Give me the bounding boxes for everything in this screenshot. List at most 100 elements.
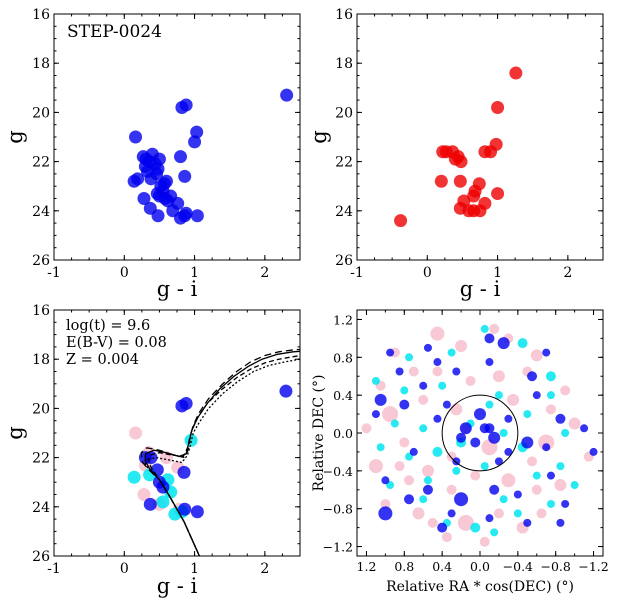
axis-ticks: 1.2 0.8 0.4 0.0 −0.4 −0.8 −1.2 1.2 0.8 0.4 0.0 −0.4… [323,310,609,574]
cyan-point [546,499,555,508]
pink-point [408,366,419,377]
blue-point [459,422,472,435]
pink-point [399,437,410,448]
y-tick-label: 24 [32,204,50,220]
y-tick-label: 16 [335,7,353,23]
isochrone-curves [140,348,300,556]
pink-point [501,473,516,488]
pink-point [479,536,490,547]
field-point [453,174,467,188]
y-tick-label: 26 [32,253,50,269]
pink-point [380,498,391,509]
x-tick-label: -1 [47,561,61,577]
x-tick-label: -1 [47,265,61,281]
cyan-point [376,443,385,452]
blue-point [404,494,415,505]
axis-ticks: -1 0 1 2 16 18 20 22 24 26 [335,7,604,281]
panel-cmd-field: -1 0 1 2 16 18 20 22 24 26 g - i g [307,7,604,301]
blue-point [513,490,522,499]
blue-point [442,400,451,409]
x-axis-label: g - i [460,277,501,301]
x-tick-label: 0.8 [394,559,414,574]
pink-point [465,375,476,386]
pink-point [404,475,415,486]
x-axis-label: Relative RA * cos(DEC) (°) [386,579,574,595]
cyan-point [480,324,489,333]
pink-point [527,456,538,467]
pink-point [427,517,438,528]
y-tick-label: 24 [335,204,353,220]
pink-point [568,417,581,430]
blue-point [474,408,486,421]
field-point [454,155,468,169]
blue-point [497,337,510,350]
y-axis-label: g [307,130,331,143]
blue-point [542,443,551,452]
blue-point [561,499,570,508]
y-tick-label: −0.8 [323,502,353,517]
pink-point [530,349,543,362]
pink-point [129,426,143,440]
cyan-point [513,509,522,518]
members-point [179,98,193,112]
blue-point [179,396,193,410]
chart-title: STEP-0024 [67,22,162,42]
x-tick-label: 2 [260,561,269,577]
x-tick-label: 2 [260,265,269,281]
blue-point [422,484,433,495]
blue-point [485,358,494,367]
y-axis-label: g [3,130,27,143]
field-point [478,196,492,210]
x-axis-label: g - i [157,574,198,598]
cyan-point [570,481,579,490]
pink-point [441,532,452,543]
pink-point [531,484,542,495]
pink-point [536,508,547,519]
blue-point [279,384,293,398]
blue-point [381,476,390,485]
cyan-point [419,424,428,433]
blue-point [542,348,551,357]
pink-point [421,464,434,477]
cyan-point [470,522,481,533]
field-point [491,187,505,201]
pink-point [418,394,429,405]
pink-point [137,488,151,501]
blue-point [371,410,380,419]
cyan-point [546,391,555,400]
cyan-point [561,429,570,437]
isochrone-curve [144,358,300,556]
pink-point [430,326,445,341]
pink-point [382,406,399,423]
y-tick-label: 16 [32,303,50,319]
blue-point [178,502,192,516]
blue-point [437,522,448,533]
blue-point [488,431,501,444]
blue-point [433,358,442,367]
members-point [178,209,192,223]
pink-point [560,385,571,396]
x-tick-label: 1.2 [357,559,377,574]
blue-point [409,447,418,456]
blue-point [395,367,404,376]
y-tick-label: 18 [335,56,353,72]
pink-point [450,403,463,416]
cyan-point [400,386,409,395]
sky-points [361,323,598,547]
cyan-point [438,381,447,390]
cyan-point [556,462,565,471]
blue-point [433,414,442,423]
cyan-point [184,433,198,447]
x-tick-label: −0.8 [541,559,571,574]
cyan-point [127,470,141,484]
members-point [152,152,166,166]
cyan-point [447,348,456,357]
blue-point [190,505,204,519]
pink-point [507,393,520,406]
blue-point [521,436,534,449]
members-point [151,209,165,223]
members-point [129,130,143,144]
plot-frame [356,13,604,261]
y-tick-label: 20 [335,105,353,121]
blue-point [556,518,565,527]
